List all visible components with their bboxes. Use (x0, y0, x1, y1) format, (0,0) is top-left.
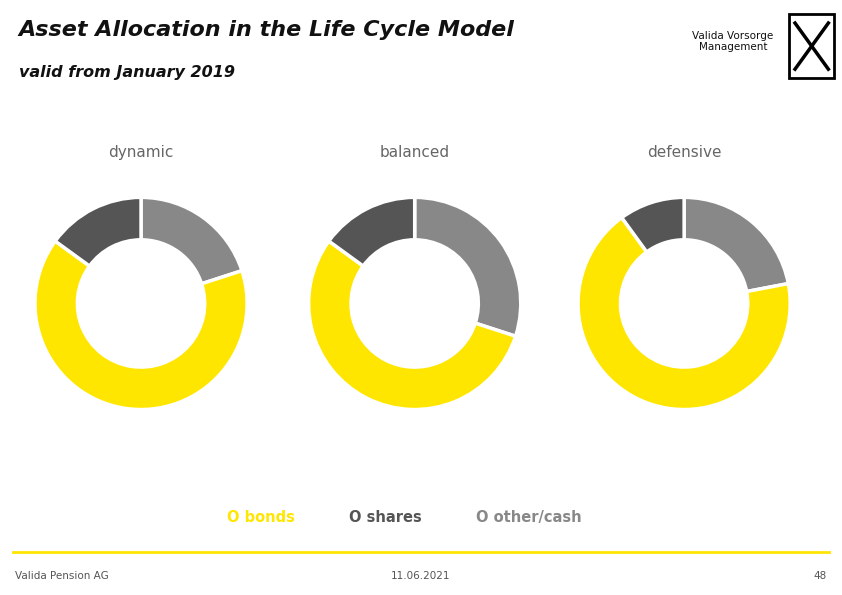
Wedge shape (414, 198, 520, 336)
Text: defensive: defensive (647, 145, 722, 160)
Text: 48: 48 (813, 571, 827, 581)
Wedge shape (309, 241, 515, 409)
Text: balanced: balanced (380, 145, 450, 160)
Text: O bonds: O bonds (227, 510, 296, 525)
Text: O other/cash: O other/cash (476, 510, 581, 525)
Wedge shape (141, 198, 242, 284)
Wedge shape (329, 198, 415, 266)
Text: O shares: O shares (349, 510, 422, 525)
Bar (789, 14, 834, 79)
Text: valid from January 2019: valid from January 2019 (19, 64, 235, 80)
Wedge shape (35, 241, 247, 409)
Wedge shape (621, 198, 685, 252)
Wedge shape (578, 218, 790, 409)
Wedge shape (684, 198, 788, 292)
Text: Valida Vorsorge
Management: Valida Vorsorge Management (692, 31, 774, 52)
Wedge shape (56, 198, 141, 266)
Text: Asset Allocation in the Life Cycle Model: Asset Allocation in the Life Cycle Model (19, 20, 514, 40)
Text: Valida Pension AG: Valida Pension AG (15, 571, 109, 581)
Text: 11.06.2021: 11.06.2021 (392, 571, 450, 581)
Text: dynamic: dynamic (109, 145, 173, 160)
